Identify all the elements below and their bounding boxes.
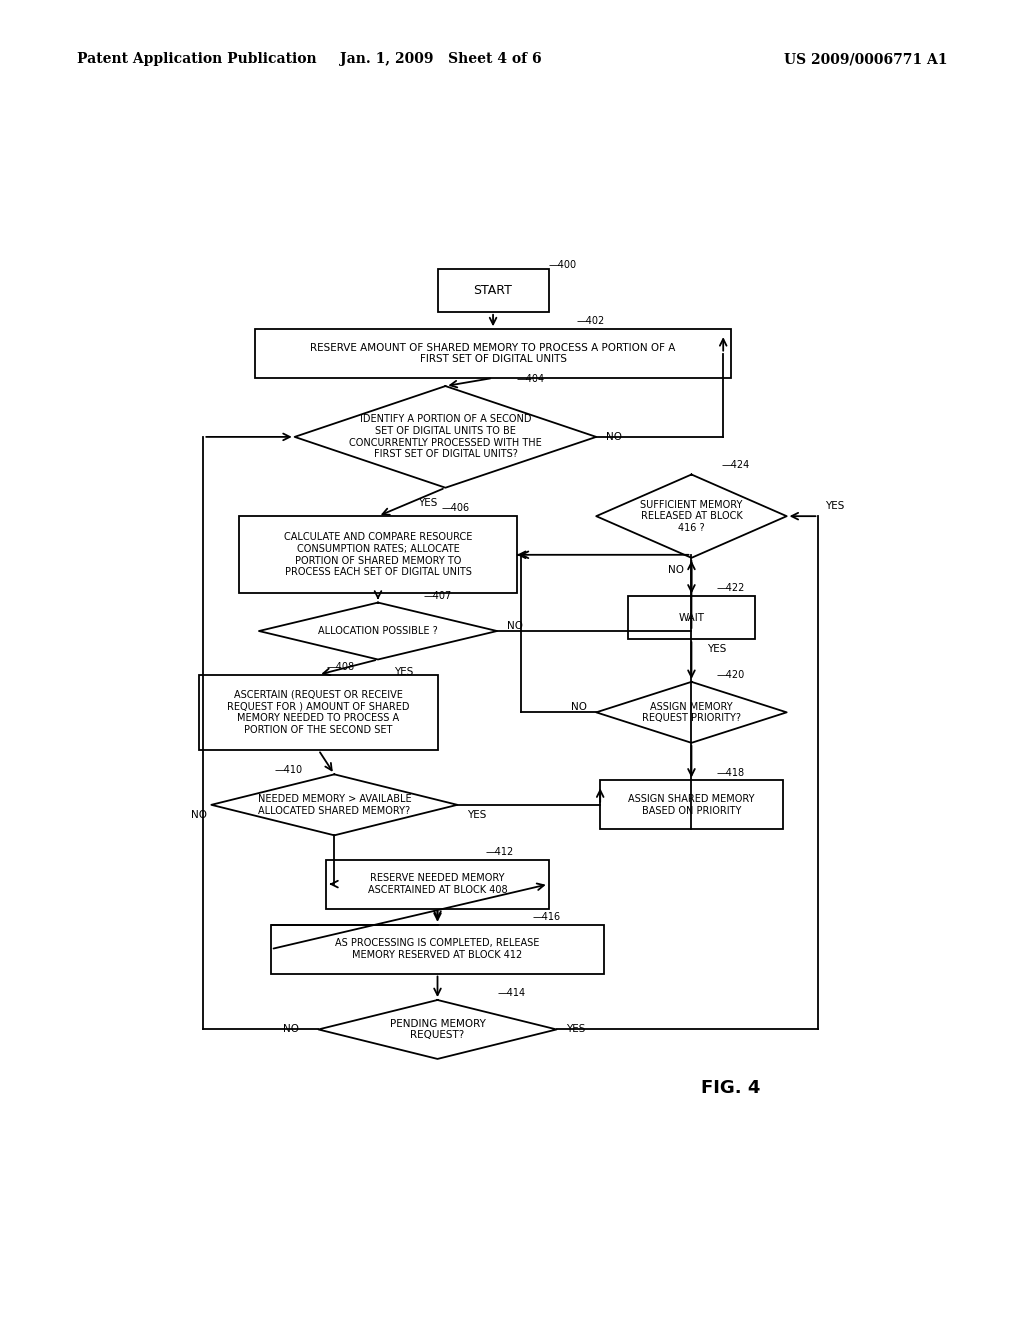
Text: ASCERTAIN (REQUEST OR RECEIVE
REQUEST FOR ) AMOUNT OF SHARED
MEMORY NEEDED TO PR: ASCERTAIN (REQUEST OR RECEIVE REQUEST FO… [227, 690, 410, 735]
Polygon shape [295, 385, 596, 487]
Polygon shape [259, 602, 497, 660]
Text: —406: —406 [441, 503, 470, 513]
Bar [255, 329, 731, 378]
Bar [240, 516, 517, 594]
Text: —422: —422 [717, 583, 745, 594]
Text: —416: —416 [532, 912, 561, 921]
Text: START: START [474, 284, 512, 297]
Text: NO: NO [507, 620, 522, 631]
Bar [200, 675, 437, 750]
Bar [437, 269, 549, 312]
Polygon shape [596, 682, 786, 743]
Text: —410: —410 [274, 766, 303, 775]
Text: ALLOCATION POSSIBLE ?: ALLOCATION POSSIBLE ? [318, 626, 438, 636]
Text: —400: —400 [549, 260, 577, 271]
Text: YES: YES [394, 667, 414, 677]
Text: YES: YES [824, 502, 844, 511]
Text: US 2009/0006771 A1: US 2009/0006771 A1 [783, 53, 947, 66]
Bar [327, 859, 549, 908]
Text: YES: YES [708, 644, 727, 655]
Text: NO: NO [606, 432, 622, 442]
Bar [628, 597, 755, 639]
Polygon shape [211, 775, 458, 836]
Text: —424: —424 [722, 461, 750, 470]
Text: —414: —414 [497, 987, 525, 998]
Text: —407: —407 [423, 590, 452, 601]
Text: NEEDED MEMORY > AVAILABLE
ALLOCATED SHARED MEMORY?: NEEDED MEMORY > AVAILABLE ALLOCATED SHAR… [257, 795, 412, 816]
Text: NO: NO [191, 810, 207, 820]
Polygon shape [596, 474, 786, 558]
Text: IDENTIFY A PORTION OF A SECOND
SET OF DIGITAL UNITS TO BE
CONCURRENTLY PROCESSED: IDENTIFY A PORTION OF A SECOND SET OF DI… [349, 414, 542, 459]
Text: WAIT: WAIT [679, 612, 705, 623]
Text: RESERVE NEEDED MEMORY
ASCERTAINED AT BLOCK 408: RESERVE NEEDED MEMORY ASCERTAINED AT BLO… [368, 874, 507, 895]
Text: NO: NO [570, 702, 587, 713]
Text: PENDING MEMORY
REQUEST?: PENDING MEMORY REQUEST? [389, 1019, 485, 1040]
Polygon shape [318, 1001, 557, 1059]
Text: YES: YES [467, 810, 486, 820]
Text: YES: YES [566, 1024, 586, 1035]
Text: Patent Application Publication: Patent Application Publication [77, 53, 316, 66]
Text: —420: —420 [717, 669, 745, 680]
Text: SUFFICIENT MEMORY
RELEASED AT BLOCK
416 ?: SUFFICIENT MEMORY RELEASED AT BLOCK 416 … [640, 499, 742, 533]
Text: FIG. 4: FIG. 4 [701, 1080, 761, 1097]
Text: NO: NO [668, 565, 684, 576]
Text: RESERVE AMOUNT OF SHARED MEMORY TO PROCESS A PORTION OF A
FIRST SET OF DIGITAL U: RESERVE AMOUNT OF SHARED MEMORY TO PROCE… [310, 343, 676, 364]
Text: AS PROCESSING IS COMPLETED, RELEASE
MEMORY RESERVED AT BLOCK 412: AS PROCESSING IS COMPLETED, RELEASE MEMO… [335, 939, 540, 960]
Text: ASSIGN MEMORY
REQUEST PRIORITY?: ASSIGN MEMORY REQUEST PRIORITY? [642, 701, 741, 723]
Text: —402: —402 [577, 315, 604, 326]
Text: YES: YES [418, 498, 437, 508]
Text: NO: NO [283, 1024, 299, 1035]
Text: —404: —404 [517, 374, 545, 384]
Text: —418: —418 [717, 768, 745, 779]
Bar [600, 780, 782, 829]
Text: —408: —408 [327, 661, 354, 672]
Text: CALCULATE AND COMPARE RESOURCE
CONSUMPTION RATES; ALLOCATE
PORTION OF SHARED MEM: CALCULATE AND COMPARE RESOURCE CONSUMPTI… [284, 532, 472, 577]
Text: ASSIGN SHARED MEMORY
BASED ON PRIORITY: ASSIGN SHARED MEMORY BASED ON PRIORITY [628, 795, 755, 816]
Text: —412: —412 [485, 846, 513, 857]
Bar [270, 925, 604, 974]
Text: Jan. 1, 2009   Sheet 4 of 6: Jan. 1, 2009 Sheet 4 of 6 [340, 53, 541, 66]
